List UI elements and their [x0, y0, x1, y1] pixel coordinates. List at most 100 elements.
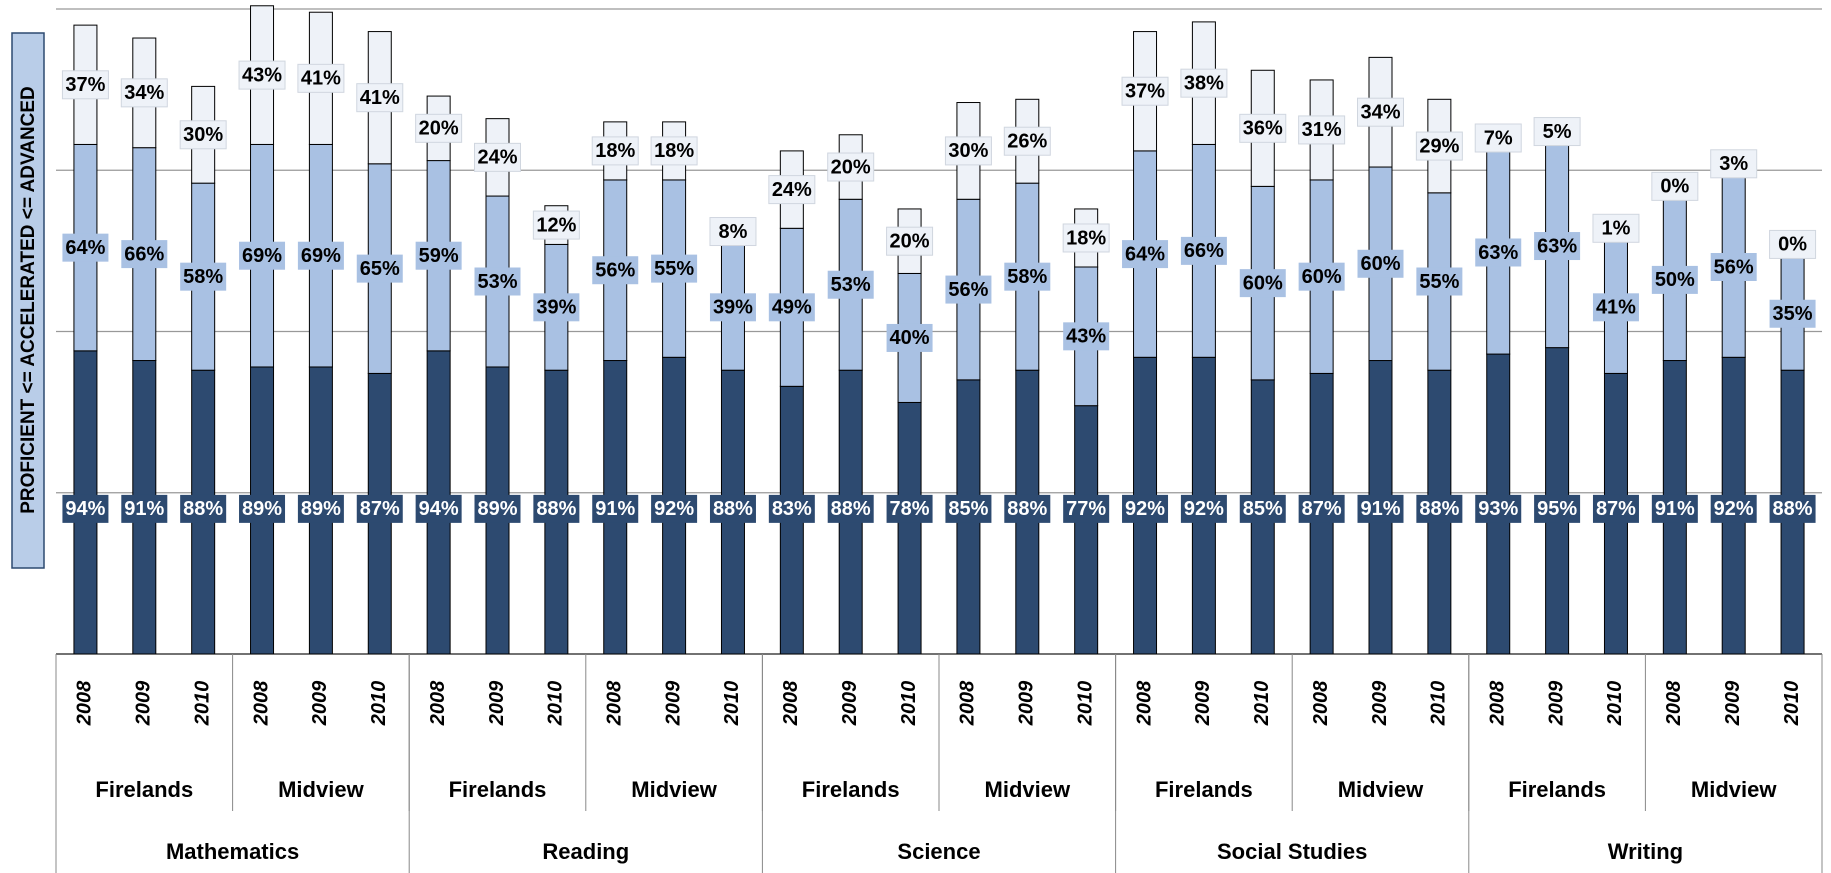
value-label-bg — [1710, 253, 1757, 281]
value-label: 85% — [1243, 498, 1283, 520]
value-label-bg — [179, 120, 227, 150]
value-label: 87% — [360, 498, 400, 520]
value-label-bg — [1769, 299, 1816, 328]
value-label-bg — [474, 267, 521, 296]
value-label-bg — [944, 136, 992, 166]
value-label: 87% — [1596, 498, 1636, 520]
value-label-bg — [1004, 494, 1051, 523]
value-label-bg — [1239, 269, 1286, 298]
x-tick-label: 2008 — [1310, 680, 1332, 726]
x-tick-label: 2009 — [133, 680, 155, 726]
value-label: 20% — [831, 156, 871, 178]
x-tick-label: 2008 — [1487, 680, 1509, 726]
x-tick-label: 2009 — [1016, 680, 1038, 726]
y-axis-label: PROFICIENT <= ACCELERATED <= ADVANCED — [18, 86, 39, 514]
value-label: 18% — [595, 140, 635, 162]
value-label-bg — [180, 262, 227, 291]
value-label: 3% — [1719, 153, 1748, 175]
value-label: 56% — [1714, 256, 1754, 278]
value-label: 65% — [360, 258, 400, 280]
value-label: 12% — [536, 214, 576, 236]
value-label: 5% — [1543, 121, 1572, 143]
x-tick-label: 2010 — [1074, 681, 1096, 727]
value-label: 88% — [831, 498, 871, 520]
value-label-bg — [827, 152, 875, 182]
value-label-bg — [1239, 494, 1286, 523]
x-tick-label: 2008 — [1663, 680, 1685, 726]
value-label: 63% — [1478, 242, 1518, 264]
bar-segment — [1074, 405, 1099, 655]
value-label: 69% — [301, 245, 341, 267]
value-label-bg — [1592, 494, 1639, 523]
value-label: 94% — [419, 498, 459, 520]
value-label-bg — [415, 241, 462, 270]
value-label-bg — [768, 494, 815, 523]
value-label: 64% — [1125, 243, 1165, 265]
value-label-bg — [61, 70, 109, 100]
value-label-bg — [1651, 265, 1698, 294]
value-label-bg — [650, 136, 698, 166]
value-label-bg — [415, 113, 463, 143]
value-label: 89% — [242, 498, 282, 520]
school-label: Firelands — [1508, 777, 1606, 802]
x-tick-label: 2009 — [309, 680, 331, 726]
value-label: 30% — [183, 124, 223, 146]
value-label: 91% — [1360, 498, 1400, 520]
value-label-bg — [1062, 223, 1110, 253]
value-label: 24% — [772, 179, 812, 201]
value-label: 88% — [1007, 498, 1047, 520]
school-label: Firelands — [1155, 777, 1253, 802]
value-label: 64% — [65, 237, 105, 259]
subject-label: Social Studies — [1217, 839, 1367, 864]
x-tick-label: 2008 — [780, 680, 802, 726]
school-label: Midview — [1691, 777, 1777, 802]
value-label-bg — [1357, 97, 1404, 127]
value-label-bg — [1298, 262, 1345, 291]
value-label-bg — [1063, 494, 1110, 523]
value-label-bg — [945, 275, 992, 304]
x-tick-label: 2009 — [1545, 680, 1567, 726]
x-tick-label: 2009 — [1369, 680, 1391, 726]
value-label: 83% — [772, 498, 812, 520]
school-label: Midview — [985, 777, 1071, 802]
x-tick-label: 2008 — [604, 680, 626, 726]
value-label: 78% — [890, 498, 930, 520]
value-label: 55% — [654, 258, 694, 280]
value-label-bg — [1180, 68, 1228, 98]
value-label: 94% — [65, 498, 105, 520]
value-label-bg — [297, 494, 344, 523]
value-label: 92% — [654, 498, 694, 520]
value-label: 77% — [1066, 498, 1106, 520]
x-tick-label: 2010 — [191, 681, 213, 727]
value-label: 58% — [183, 266, 223, 288]
value-label: 24% — [477, 147, 517, 169]
value-label: 66% — [1184, 240, 1224, 262]
value-label-bg — [1592, 293, 1639, 322]
value-label: 95% — [1537, 498, 1577, 520]
subject-label: Mathematics — [166, 839, 299, 864]
value-label-bg — [886, 494, 933, 523]
value-label-bg — [1298, 494, 1345, 523]
value-label: 37% — [65, 74, 105, 96]
value-label-bg — [62, 494, 109, 523]
value-label-bg — [1003, 126, 1051, 156]
value-label-bg — [239, 241, 286, 270]
value-label: 88% — [1773, 498, 1813, 520]
value-label-bg — [886, 226, 934, 256]
value-label-bg — [827, 270, 874, 299]
value-label-bg — [591, 136, 639, 166]
value-label: 58% — [1007, 266, 1047, 288]
value-label-bg — [297, 241, 344, 270]
value-label-bg — [180, 494, 227, 523]
value-label-bg — [356, 494, 403, 523]
value-label: 92% — [1714, 498, 1754, 520]
value-label-bg — [1651, 494, 1698, 523]
value-label: 55% — [1419, 271, 1459, 293]
value-label-bg — [768, 293, 815, 322]
x-tick-label: 2010 — [1781, 681, 1803, 727]
value-label-bg — [592, 256, 639, 285]
value-label-bg — [1474, 123, 1522, 153]
value-label-bg — [1415, 131, 1463, 161]
value-label-bg — [1534, 232, 1581, 261]
